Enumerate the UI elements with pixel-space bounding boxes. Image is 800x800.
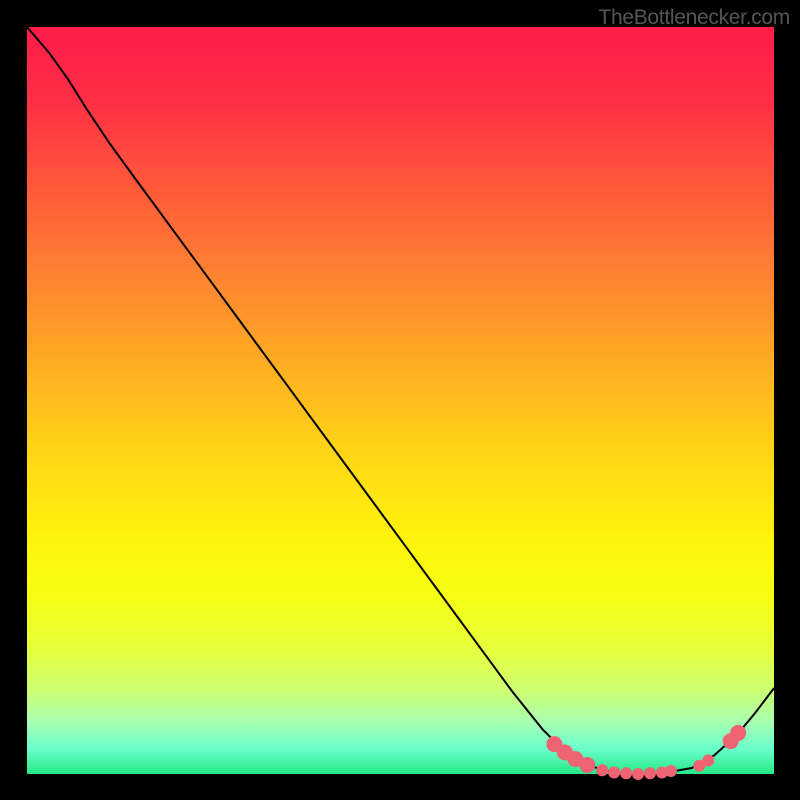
marker-point — [665, 766, 676, 777]
bottleneck-curve — [27, 27, 774, 774]
marker-point — [597, 765, 608, 776]
marker-point — [633, 769, 644, 780]
marker-point — [621, 768, 632, 779]
chart-overlay — [27, 27, 774, 774]
marker-point — [731, 725, 746, 740]
plot-area — [27, 27, 774, 774]
marker-point — [645, 768, 656, 779]
marker-point — [703, 755, 714, 766]
marker-point — [609, 767, 620, 778]
markers-group — [547, 725, 746, 779]
marker-point — [580, 758, 595, 773]
